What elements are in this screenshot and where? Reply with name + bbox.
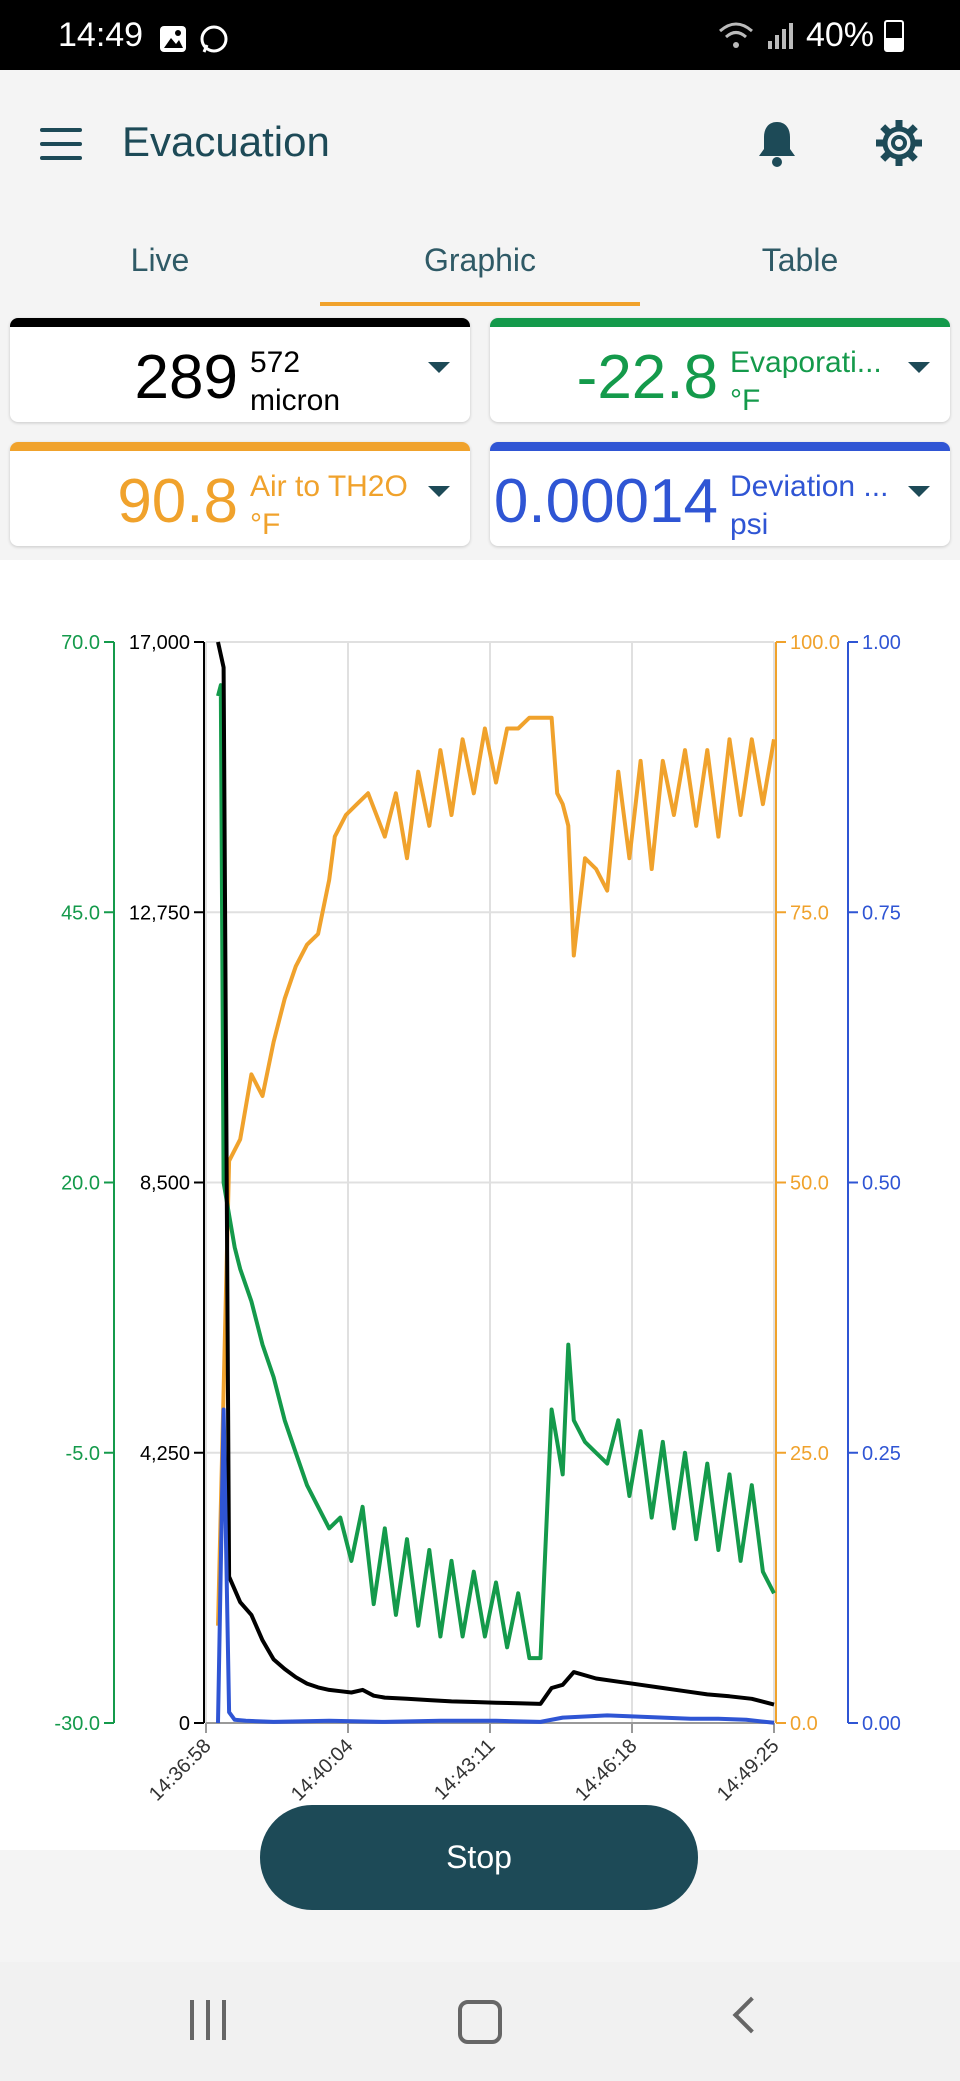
x-axis-tick-label: 14:36:58	[145, 1735, 216, 1806]
card-label: Evaporati...	[730, 346, 882, 379]
card-value: 0.00014	[493, 467, 718, 536]
axis-tick-label-dev: 0.75	[862, 902, 901, 924]
menu-icon[interactable]	[40, 128, 82, 160]
axis-tick-label-vacuum: 12,750	[129, 902, 190, 924]
card-air-to-th2o[interactable]: 90.8 Air to TH2O °F	[10, 442, 470, 546]
card-color-bar	[490, 318, 950, 327]
x-axis-tick-label: 14:40:04	[287, 1735, 358, 1806]
x-axis-tick-label: 14:43:11	[430, 1735, 500, 1805]
card-label: Air to TH2O	[250, 470, 408, 503]
axis-tick-label-air: 75.0	[790, 902, 829, 924]
card-value: 289	[134, 343, 238, 412]
axis-tick-label-air: 50.0	[790, 1173, 829, 1195]
card-vacuum[interactable]: 289 572 micron	[10, 318, 470, 422]
card-color-bar	[10, 318, 470, 327]
series-line-air	[216, 715, 776, 1626]
app-bar: Evacuation	[0, 70, 960, 220]
wifi-icon	[718, 22, 753, 48]
status-notification-icons	[158, 24, 230, 56]
back-icon[interactable]	[732, 1996, 770, 2034]
axis-tick-label-vacuum: 0	[179, 1713, 190, 1735]
axis-tick-label-dev: 0.25	[862, 1443, 901, 1465]
card-value: 90.8	[117, 467, 238, 536]
recent-apps-icon[interactable]	[190, 2000, 230, 2040]
card-color-bar	[10, 442, 470, 451]
dropdown-caret-icon[interactable]	[428, 486, 450, 497]
status-time: 14:49	[58, 16, 144, 54]
tab-table[interactable]: Table	[761, 242, 839, 278]
page-title: Evacuation	[122, 118, 330, 165]
stop-button[interactable]: Stop	[260, 1805, 698, 1910]
axis-tick-label-air: 100.0	[790, 632, 840, 654]
evacuation-chart[interactable]: 70.0 45.0 20.0 -5.0 -30.0 17,000 12,750 8,500 4,…	[0, 560, 960, 1850]
axis-tick-label-evap: 70.0	[61, 632, 100, 654]
dropdown-caret-icon[interactable]	[908, 486, 930, 497]
axis-tick-label-air: 0.0	[790, 1713, 818, 1735]
series-line-dev	[216, 1407, 775, 1725]
card-unit: micron	[250, 384, 341, 417]
card-evaporating[interactable]: -22.8 Evaporati... °F	[490, 318, 950, 422]
signal-icon	[767, 22, 793, 49]
dropdown-caret-icon[interactable]	[428, 362, 450, 373]
axis-tick-label-air: 25.0	[790, 1443, 829, 1465]
axis-tick-label-evap: 20.0	[61, 1173, 100, 1195]
series-line-evap	[216, 683, 776, 1661]
card-deviation[interactable]: 0.00014 Deviation ... psi	[490, 442, 950, 546]
axis-tick-label-dev: 0.00	[862, 1713, 901, 1735]
card-unit: °F	[250, 508, 281, 541]
tab-bar: Live Graphic Table	[0, 222, 960, 309]
axis-tick-label-vacuum: 4,250	[140, 1443, 190, 1465]
axis-tick-label-vacuum: 8,500	[140, 1173, 190, 1195]
gallery-icon	[160, 26, 186, 52]
whatsapp-icon	[200, 25, 228, 53]
axis-tick-label-dev: 1.00	[862, 632, 901, 654]
gear-icon[interactable]	[874, 118, 924, 168]
card-unit: °F	[730, 384, 761, 417]
axis-tick-label-evap: 45.0	[61, 902, 100, 924]
axis-tick-label-dev: 0.50	[862, 1173, 901, 1195]
axis-tick-label-evap: -30.0	[54, 1713, 100, 1735]
home-icon[interactable]	[458, 2000, 502, 2044]
series-line-vacuum	[216, 641, 775, 1707]
x-axis-tick-label: 14:49:25	[713, 1735, 784, 1806]
axis-tick-label-vacuum: 17,000	[129, 632, 190, 654]
axis-tick-label-evap: -5.0	[66, 1443, 100, 1465]
tab-live[interactable]: Live	[130, 242, 190, 278]
dropdown-caret-icon[interactable]	[908, 362, 930, 373]
tab-graphic[interactable]: Graphic	[423, 242, 537, 278]
card-value: -22.8	[576, 343, 718, 412]
battery-icon	[884, 19, 904, 52]
card-color-bar	[490, 442, 950, 451]
chart-area: 70.0 45.0 20.0 -5.0 -30.0 17,000 12,750 8,500 4,…	[0, 560, 960, 1850]
active-tab-indicator	[320, 302, 640, 308]
reading-cards: 289 572 micron -22.8 Evaporati... °F 90.…	[0, 306, 960, 556]
x-axis-tick-label: 14:46:18	[571, 1735, 642, 1806]
card-label: Deviation ...	[730, 470, 889, 503]
card-unit: psi	[730, 508, 769, 541]
status-system-icons: 40%	[716, 16, 904, 55]
card-label: 572	[250, 346, 301, 379]
system-nav-bar	[0, 1962, 960, 2081]
status-bar: 14:49 40%	[0, 0, 960, 70]
bell-icon[interactable]	[754, 118, 800, 168]
battery-percent: 40%	[805, 16, 874, 54]
